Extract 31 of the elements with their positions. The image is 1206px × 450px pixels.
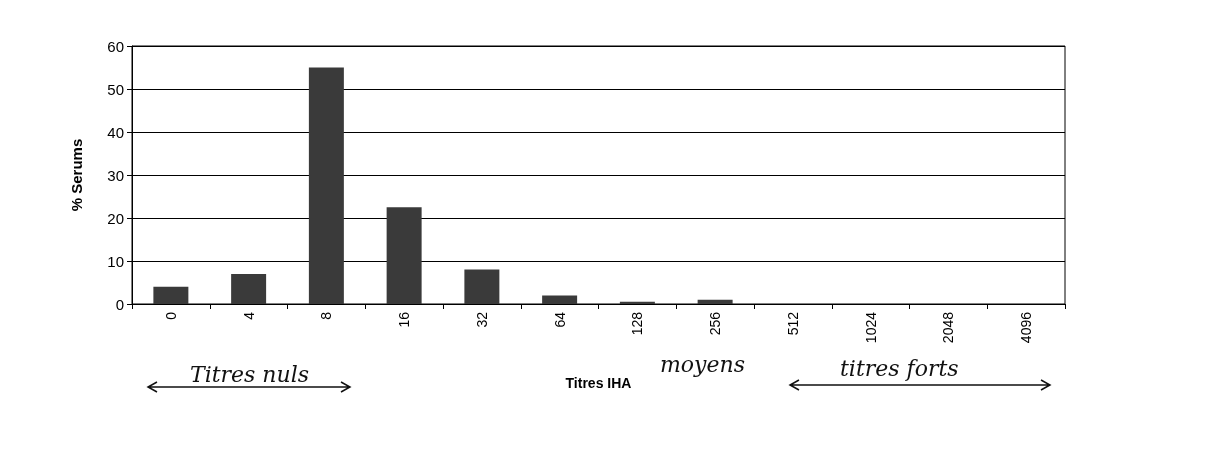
bar: [386, 207, 422, 304]
text: titres forts: [840, 356, 959, 381]
x-tick-label: 1024: [862, 311, 879, 344]
y-tick-label: 40: [107, 123, 124, 141]
x-tick-label: 256: [707, 311, 724, 336]
y-axis-title: % Serums: [68, 138, 85, 212]
y-tick-label: 20: [107, 209, 124, 227]
x-tick-label: 4: [240, 311, 257, 320]
bar: [619, 301, 655, 304]
x-tick-label: 512: [784, 311, 801, 336]
y-tick-label: 50: [107, 80, 124, 98]
bar: [231, 273, 267, 304]
x-tick-label: 0: [162, 311, 179, 320]
bar: [308, 67, 344, 304]
bar: [153, 286, 189, 304]
text: moyens: [660, 352, 746, 377]
y-tick-label: 10: [107, 252, 124, 270]
x-tick-label: 4096: [1018, 311, 1035, 344]
bar: [464, 269, 500, 304]
x-tick-label: 8: [318, 311, 335, 320]
x-tick-label: 128: [629, 311, 646, 336]
text: Titres nuls: [190, 362, 310, 387]
x-tick-label: 16: [396, 311, 413, 328]
x-tick-label: 2048: [940, 311, 957, 344]
x-axis-title: Titres IHA: [565, 375, 632, 391]
bar: [697, 299, 733, 304]
y-tick-label: 60: [107, 37, 124, 55]
x-tick-label: 64: [551, 311, 568, 328]
bar: [542, 295, 578, 304]
x-tick-label: 32: [473, 311, 490, 328]
y-tick-label: 30: [107, 166, 124, 184]
